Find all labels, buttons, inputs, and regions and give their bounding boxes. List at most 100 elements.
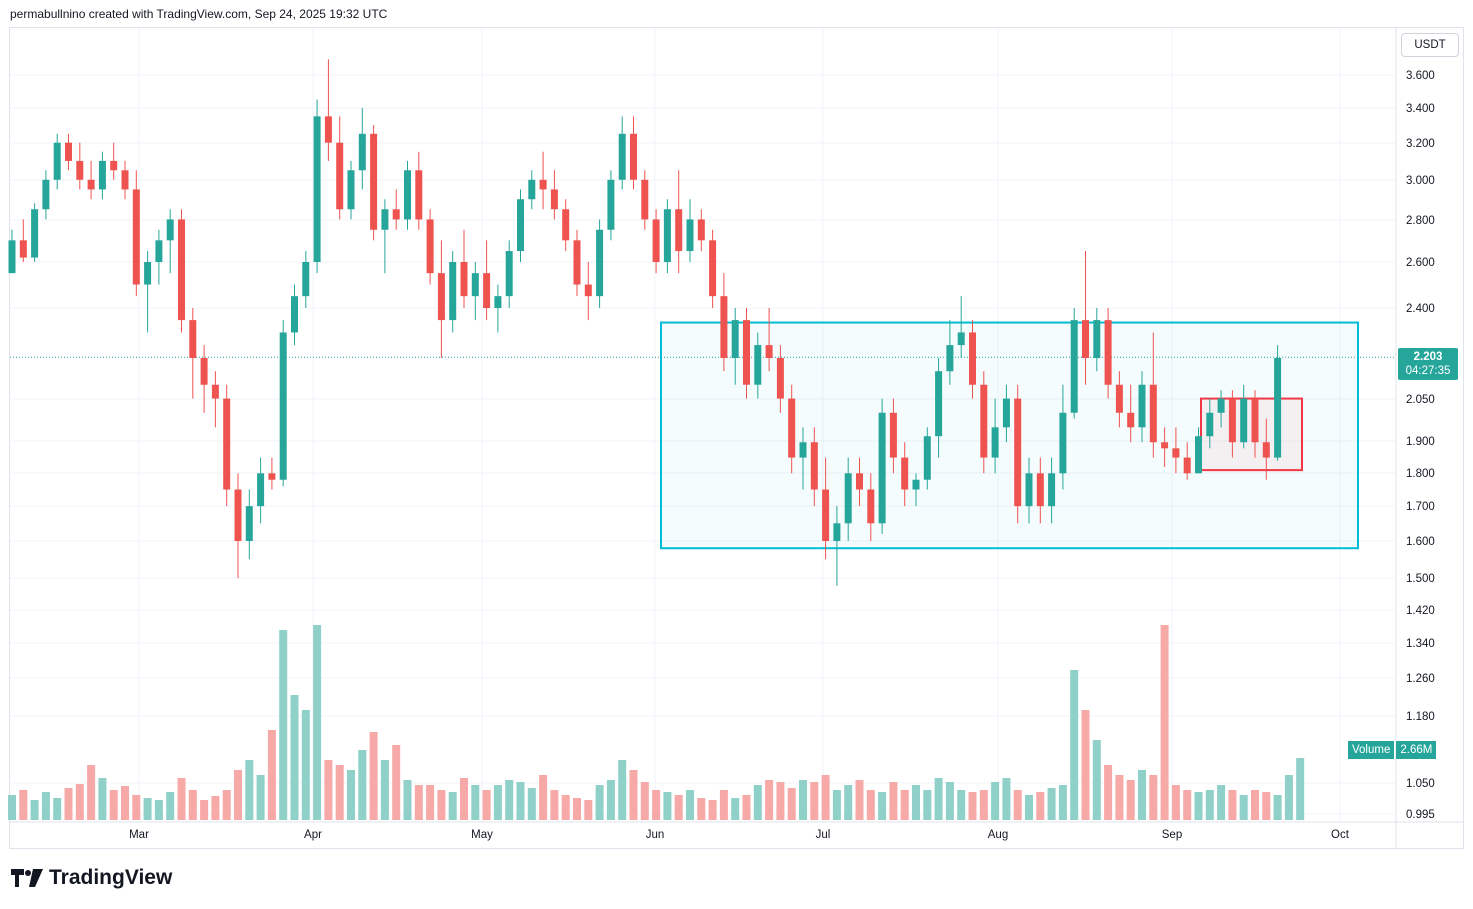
volume-bar [188, 790, 197, 820]
volume-bar [652, 790, 661, 820]
volume-bar [87, 765, 96, 820]
candle-body [505, 251, 513, 297]
candle-body [257, 473, 265, 507]
volume-bar [392, 745, 401, 820]
volume-bar [753, 785, 762, 820]
volume-bar [765, 780, 774, 820]
candle-body [957, 332, 965, 346]
y-tick-label: 1.600 [1406, 536, 1435, 548]
candle-body [53, 142, 61, 180]
candle-body [1059, 412, 1067, 474]
candle-body [132, 189, 140, 285]
volume-bar [776, 782, 785, 820]
candle-body [1048, 473, 1056, 507]
candle-body [969, 332, 976, 385]
candle-body [776, 358, 784, 399]
volume-bar [866, 790, 875, 820]
volume-legend-value: 2.66M [1396, 741, 1437, 759]
volume-bar [493, 785, 502, 820]
currency-selector[interactable]: USDT [1401, 33, 1459, 57]
volume-bar [1194, 792, 1203, 820]
candle-body [483, 273, 491, 308]
y-tick-label: 1.700 [1406, 501, 1435, 513]
volume-bar [166, 792, 175, 820]
tradingview-logo-icon [11, 869, 43, 887]
volume-bar [923, 790, 932, 820]
x-tick-label: Aug [988, 829, 1008, 841]
volume-bar [539, 775, 548, 820]
volume-bar [414, 785, 423, 820]
volume-bar [900, 790, 909, 820]
volume-bar [934, 778, 943, 820]
volume-bar [143, 798, 152, 820]
candle-body [788, 398, 796, 458]
candle-body [404, 170, 411, 220]
candle-body [878, 412, 886, 524]
candle-body [618, 133, 626, 180]
volume-bar [855, 780, 864, 820]
volume-bar [878, 792, 887, 820]
candle-body [178, 219, 185, 321]
candle-body [1014, 398, 1022, 507]
volume-bar [335, 765, 344, 820]
candle-body [799, 442, 807, 458]
candle-body [245, 506, 253, 541]
last-price-tag: 2.203 04:27:35 [1398, 348, 1458, 380]
tradingview-logo-text: TradingView [49, 866, 173, 889]
x-tick-label: Jul [816, 829, 831, 841]
candle-body [110, 160, 118, 171]
volume-bar [1262, 792, 1271, 820]
volume-bar [1081, 710, 1090, 820]
volume-bar [1047, 788, 1056, 820]
candle-body [370, 133, 378, 230]
candle-body [923, 436, 931, 480]
candle-body [901, 457, 909, 490]
candle-body [946, 345, 954, 372]
volume-bar [301, 710, 310, 820]
volume-bar [505, 780, 514, 820]
time-axis: Mar Apr May Jun Jul Aug Sep Oct [129, 829, 1350, 841]
candle-body [641, 179, 649, 220]
volume-bar [787, 788, 796, 820]
price-axis: 3.600 3.400 3.200 3.000 2.800 2.600 2.400 2.050… [1406, 70, 1435, 821]
candle-body [291, 296, 298, 333]
candle-body [1149, 384, 1157, 443]
volume-bar [403, 780, 412, 820]
y-tick-label: 3.000 [1406, 175, 1435, 187]
candle-body [144, 262, 152, 285]
candle-body [76, 160, 84, 180]
y-tick-label: 2.600 [1406, 257, 1435, 269]
volume-bar [979, 790, 988, 820]
candlesticks [8, 59, 1282, 586]
y-tick-label: 0.995 [1406, 809, 1435, 821]
candle-body [1172, 448, 1180, 458]
candle-body [833, 523, 841, 541]
volume-bar [550, 790, 559, 820]
candle-body [358, 133, 366, 171]
volume-bar [912, 785, 920, 820]
volume-bar [1002, 778, 1011, 820]
candle-body [8, 240, 16, 274]
x-tick-label: Oct [1331, 829, 1350, 841]
candle-body [347, 170, 355, 210]
volume-bar [222, 790, 231, 820]
volume-legend[interactable]: Volume 2.66M [1348, 741, 1437, 759]
candle-body [324, 116, 332, 143]
volume-bar [1092, 740, 1101, 820]
y-tick-label: 1.260 [1406, 673, 1435, 685]
candle-body [1127, 412, 1135, 428]
candle-body [810, 442, 818, 490]
candle-body [697, 219, 705, 241]
candle-body [1206, 412, 1214, 437]
y-tick-label: 3.200 [1406, 138, 1435, 150]
tradingview-logo[interactable]: TradingView [11, 866, 172, 890]
candle-body [630, 133, 637, 180]
volume-bar [482, 790, 491, 820]
candle-body [562, 209, 570, 241]
x-tick-label: Jun [646, 829, 665, 841]
volume-bar [256, 775, 265, 820]
volume-bar [1183, 790, 1192, 820]
volume-bar [98, 778, 107, 820]
volume-bar [313, 625, 322, 820]
